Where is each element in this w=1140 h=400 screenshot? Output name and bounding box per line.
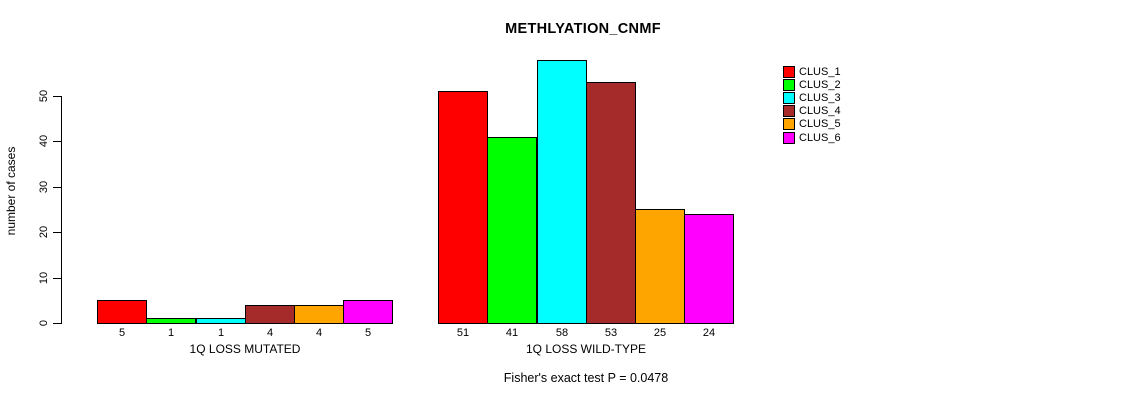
bar-value-label: 4 <box>315 327 323 339</box>
bar-value-label: 53 <box>604 327 618 339</box>
bar-value-label: 4 <box>266 327 274 339</box>
y-axis-tick-label-text: 40 <box>38 135 50 148</box>
legend: CLUS_1 CLUS_2 CLUS_3 CLUS_4 CLUS_5 CLUS_6 <box>783 65 841 144</box>
y-axis-tick-mark <box>53 186 61 188</box>
y-axis-tick-mark <box>53 96 61 97</box>
bar-value-label: 25 <box>653 327 667 339</box>
chart-title: METHLYATION_CNMF <box>505 21 661 37</box>
y-axis-tick-mark <box>53 232 61 234</box>
group-label: 1Q LOSS WILD-TYPE <box>525 342 647 356</box>
bar-value-label: 58 <box>555 327 569 339</box>
legend-label: CLUS_2 <box>799 78 841 91</box>
bar-value-label: 41 <box>505 327 519 339</box>
legend-label: CLUS_6 <box>799 131 841 144</box>
y-axis-tick-mark <box>53 277 61 279</box>
y-axis-tick-label-text: 0 <box>38 319 50 327</box>
legend-item-clus_2: CLUS_2 <box>783 78 841 91</box>
legend-item-clus_5: CLUS_5 <box>783 118 841 131</box>
legend-swatch-clus_2 <box>783 78 795 91</box>
y-axis-tick-label-text: 30 <box>38 180 50 193</box>
bar-clus_3-group2 <box>537 60 587 324</box>
bar-value-label: 5 <box>118 327 126 339</box>
bar-value-label: 24 <box>702 327 716 339</box>
legend-item-clus_4: CLUS_4 <box>783 105 841 118</box>
legend-label: CLUS_4 <box>799 105 841 118</box>
bar-value-label: 1 <box>217 327 225 339</box>
bar-clus_5-group1 <box>294 305 344 324</box>
bar-value-label: 51 <box>456 327 470 339</box>
bar-clus_6-group2 <box>684 214 734 324</box>
bar-clus_1-group1 <box>97 300 147 324</box>
y-axis-tick-label-text: 10 <box>38 271 50 284</box>
bar-clus_3-group1 <box>196 318 246 324</box>
bar-clus_6-group1 <box>343 300 393 324</box>
bar-value-label: 5 <box>364 327 372 339</box>
legend-swatch-clus_5 <box>783 118 795 131</box>
y-axis-tick-label-text: 50 <box>38 89 50 103</box>
legend-swatch-clus_1 <box>783 65 795 78</box>
group-label: 1Q LOSS MUTATED <box>189 342 301 356</box>
y-axis-tick-mark <box>53 323 61 324</box>
legend-label: CLUS_1 <box>799 65 841 78</box>
legend-swatch-clus_6 <box>783 131 795 144</box>
bar-clus_2-group2 <box>487 137 537 324</box>
legend-label: CLUS_3 <box>799 91 841 104</box>
annotation-text: Fisher's exact test P = 0.0478 <box>503 371 669 385</box>
legend-item-clus_3: CLUS_3 <box>783 91 841 104</box>
bar-clus_1-group2 <box>438 91 488 324</box>
legend-swatch-clus_3 <box>783 91 795 104</box>
legend-item-clus_1: CLUS_1 <box>783 65 841 78</box>
legend-swatch-clus_4 <box>783 105 795 118</box>
bar-clus_5-group2 <box>635 209 685 324</box>
legend-item-clus_6: CLUS_6 <box>783 131 841 144</box>
bar-clus_4-group2 <box>586 82 636 324</box>
y-axis-tick-label-text: 20 <box>38 226 50 239</box>
y-axis-label-text: number of cases <box>4 146 18 236</box>
y-axis-line <box>61 96 62 324</box>
bar-clus_2-group1 <box>146 318 196 324</box>
bar-clus_4-group1 <box>245 305 295 324</box>
legend-label: CLUS_5 <box>799 118 841 131</box>
bar-value-label: 1 <box>167 327 175 339</box>
y-axis-tick-mark <box>53 141 61 143</box>
